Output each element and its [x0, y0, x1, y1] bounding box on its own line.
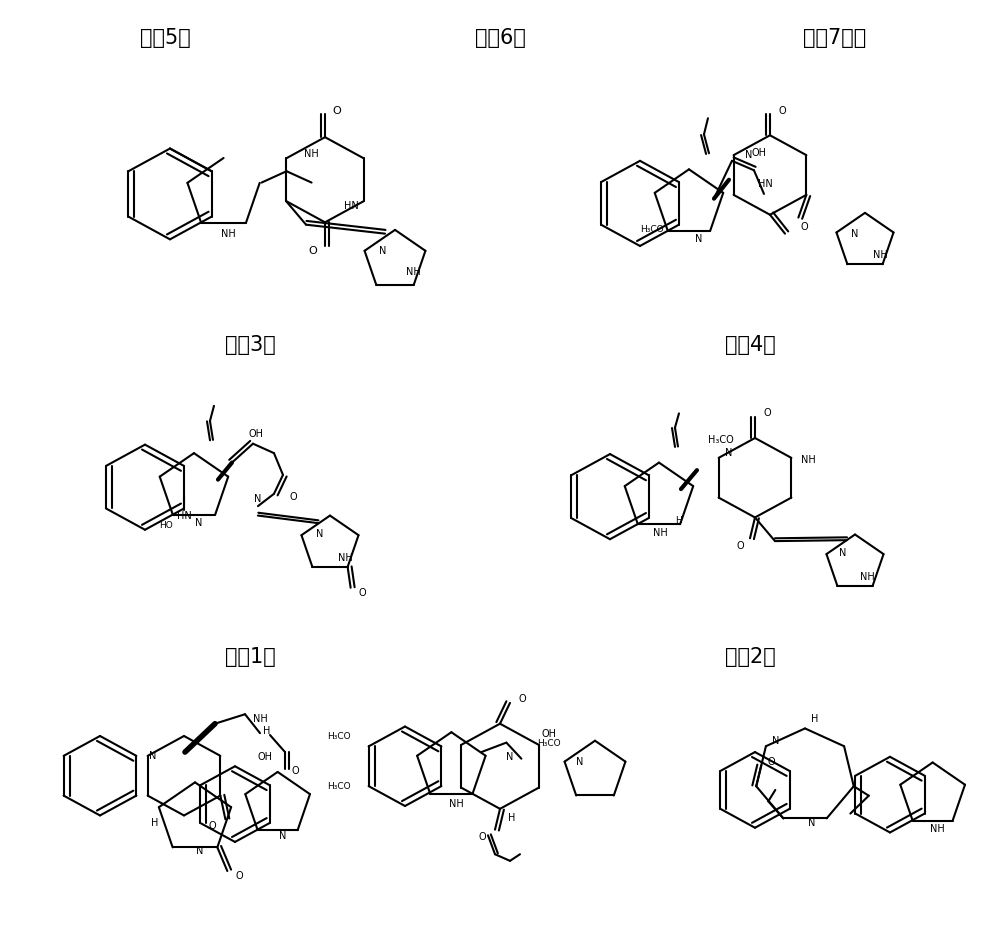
Text: H: H [263, 727, 271, 736]
Text: O: O [333, 106, 341, 115]
Text: 式（3）: 式（3） [225, 335, 275, 356]
Text: N: N [254, 494, 262, 503]
Text: N: N [839, 549, 847, 558]
Text: 式（6）: 式（6） [475, 27, 525, 48]
Text: N: N [808, 818, 815, 828]
Text: 式（7）。: 式（7）。 [803, 27, 867, 48]
Text: O: O [767, 757, 775, 766]
Text: H: H [508, 814, 516, 823]
Text: O: O [801, 222, 808, 232]
Text: H: H [811, 714, 819, 724]
Text: OH: OH [248, 429, 263, 439]
Text: NH: NH [873, 251, 887, 260]
Text: N: N [725, 448, 732, 458]
Text: OH: OH [541, 728, 556, 739]
Text: NH: NH [653, 528, 667, 537]
Text: O: O [736, 541, 744, 551]
Text: N: N [506, 752, 514, 762]
Text: 式（5）: 式（5） [140, 27, 190, 48]
Text: O: O [309, 246, 317, 255]
Text: NH: NH [338, 553, 352, 563]
Text: NH: NH [801, 455, 816, 464]
Text: N: N [745, 150, 752, 160]
Text: O: O [209, 821, 216, 831]
Text: HN: HN [177, 511, 191, 520]
Text: O: O [291, 766, 299, 776]
Text: NH: NH [406, 267, 420, 276]
Text: O: O [289, 492, 297, 501]
Text: N: N [316, 530, 324, 539]
Text: H₃CO: H₃CO [327, 781, 351, 791]
Text: O: O [236, 870, 243, 881]
Text: N: N [576, 757, 584, 766]
Text: N: N [196, 847, 204, 856]
Text: H: H [676, 516, 682, 525]
Text: HN: HN [758, 180, 772, 189]
Text: N: N [772, 737, 780, 746]
Text: O: O [763, 409, 771, 418]
Text: N: N [279, 832, 286, 841]
Text: H₃CO: H₃CO [640, 225, 664, 235]
Text: 式（2）: 式（2） [725, 647, 775, 668]
Text: H₃CO: H₃CO [537, 739, 561, 747]
Text: OH: OH [258, 752, 272, 762]
Text: O: O [778, 106, 786, 115]
Text: NH: NH [304, 149, 319, 159]
Text: N: N [379, 246, 387, 255]
Text: HO: HO [159, 520, 173, 530]
Text: N: N [195, 518, 203, 528]
Text: N: N [149, 751, 156, 761]
Text: NH: NH [221, 229, 236, 238]
Text: O: O [359, 588, 366, 599]
Text: NH: NH [860, 572, 874, 582]
Text: OH: OH [751, 149, 766, 158]
Text: H: H [151, 818, 159, 828]
Text: NH: NH [253, 714, 267, 724]
Text: 式（4）: 式（4） [725, 335, 775, 356]
Text: N: N [695, 235, 703, 244]
Text: HN: HN [344, 201, 359, 211]
Text: H₃CO: H₃CO [708, 435, 734, 445]
Text: O: O [478, 832, 486, 842]
Text: N: N [851, 229, 859, 238]
Text: NH: NH [449, 799, 464, 809]
Text: NH: NH [930, 824, 945, 833]
Text: H₃CO: H₃CO [327, 732, 351, 742]
Text: O: O [518, 694, 526, 704]
Text: 式（1）: 式（1） [225, 647, 275, 668]
